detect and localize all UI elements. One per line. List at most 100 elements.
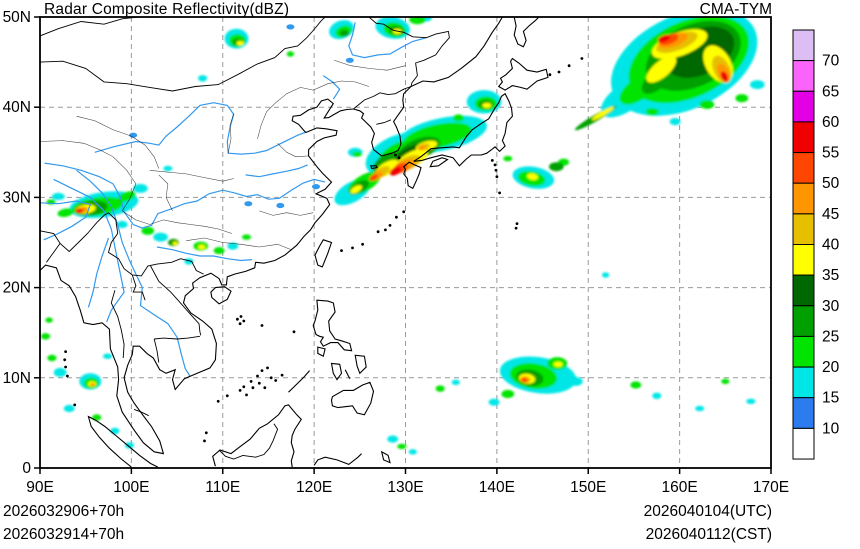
colorbar-label: 25 (822, 328, 839, 345)
y-tick-label: 10N (3, 370, 31, 387)
small-island-dot (340, 249, 343, 253)
radar-echo (553, 361, 563, 367)
colorbar-cell (792, 335, 815, 368)
province-border (259, 210, 314, 216)
province-border (334, 60, 406, 71)
province-border (227, 113, 234, 154)
river-salween (53, 178, 125, 323)
country-border-india-myanmar (59, 212, 109, 253)
coastline-palawan (288, 370, 311, 393)
radar-echo (501, 389, 515, 399)
x-tick-label: 130E (387, 479, 423, 496)
small-island-dot (260, 324, 264, 327)
coastline-panay-negros (330, 362, 343, 381)
x-tick-label: 160E (662, 479, 698, 496)
radar-echo (750, 80, 765, 90)
y-tick-label: 40N (3, 99, 31, 116)
small-island-dot (263, 386, 267, 390)
province-border (122, 210, 232, 234)
river-brahmaputra (40, 200, 92, 241)
small-island-dot (251, 386, 255, 390)
colorbar-label: 10 (822, 420, 840, 437)
country-border-cambodia-north (154, 335, 200, 340)
radar-echo (103, 353, 113, 359)
small-island-dot (269, 376, 273, 380)
coastline-kyushu (402, 161, 422, 190)
radar-echo (53, 367, 67, 377)
radar-echo (721, 378, 730, 385)
radar-echo (646, 56, 677, 83)
radar-echo (482, 102, 492, 109)
coastline-china-sea-asia-coast (40, 98, 354, 455)
small-island-dot (242, 385, 246, 389)
coastline-cebu (344, 369, 351, 379)
small-island-dot (557, 70, 561, 74)
geography-layer (40, 17, 584, 468)
colorbar-cell (792, 152, 815, 184)
radar-echo (408, 449, 417, 455)
colorbar: 70 65 60 55 50 45 40 35 30 25 20 15 10 (792, 29, 840, 460)
coastline-sumatra (87, 415, 159, 468)
figure-title: Radar Composite Reflectivity(dBZ) (44, 1, 290, 18)
coastline-russia-coast (410, 17, 503, 87)
colorbar-label: 35 (822, 267, 839, 284)
small-island-dot (580, 57, 584, 60)
coastline-borneo (212, 404, 303, 468)
colorbar-label: 70 (822, 53, 840, 70)
small-island-dot (490, 159, 494, 162)
country-border-china-russia-ne (368, 17, 450, 87)
river-songhua (348, 22, 427, 59)
radar-echo (286, 51, 295, 57)
radar-echo (645, 108, 659, 116)
province-border (313, 80, 369, 91)
radar-echo (153, 232, 168, 242)
colorbar-cell (792, 213, 815, 246)
radar-echo (695, 405, 705, 412)
river-liao (322, 75, 341, 100)
x-tick-label: 120E (296, 479, 332, 496)
radar-echo (236, 40, 244, 46)
colorbar-cell (792, 274, 815, 307)
radar-echo (568, 376, 583, 386)
radar-echo (172, 241, 178, 246)
colorbar-label: 55 (822, 145, 839, 162)
small-island-dot (361, 242, 364, 246)
radar-echo (735, 94, 749, 103)
x-tick-label: 110E (205, 479, 240, 496)
lake (244, 201, 253, 207)
radar-echo (591, 106, 615, 121)
small-island-dot (242, 319, 246, 323)
radar-echo (549, 162, 564, 172)
radar-echo (57, 208, 74, 217)
lake (129, 132, 138, 138)
small-island-dot (239, 315, 243, 318)
small-island-dot (402, 210, 406, 214)
province-border (76, 115, 160, 169)
model-name: CMA-TYM (699, 1, 772, 18)
small-island-dot (292, 330, 296, 334)
small-island-dot (384, 228, 387, 232)
small-island-dot (498, 191, 501, 195)
radar-echo (503, 155, 513, 162)
radar-echo (369, 174, 378, 181)
country-border-bangladesh (40, 230, 61, 263)
radar-echo (409, 17, 426, 25)
small-island-dot (238, 322, 242, 326)
radar-echo (75, 208, 84, 213)
radar-echo (389, 166, 402, 176)
colorbar-label: 45 (822, 206, 839, 223)
colorbar-label: 30 (822, 298, 840, 315)
river-yellow-river (94, 102, 306, 155)
radar-echo (659, 34, 679, 46)
x-tick-label: 100E (113, 479, 149, 496)
radar-echo (40, 333, 51, 340)
radar-echo (720, 71, 729, 82)
small-island-dot (236, 317, 239, 321)
radar-echo (227, 242, 239, 250)
radar-echo (451, 379, 460, 385)
colorbar-label: 60 (822, 114, 840, 131)
radar-echo (118, 191, 136, 202)
small-island-dot (280, 373, 284, 377)
radar-echo (527, 173, 538, 180)
